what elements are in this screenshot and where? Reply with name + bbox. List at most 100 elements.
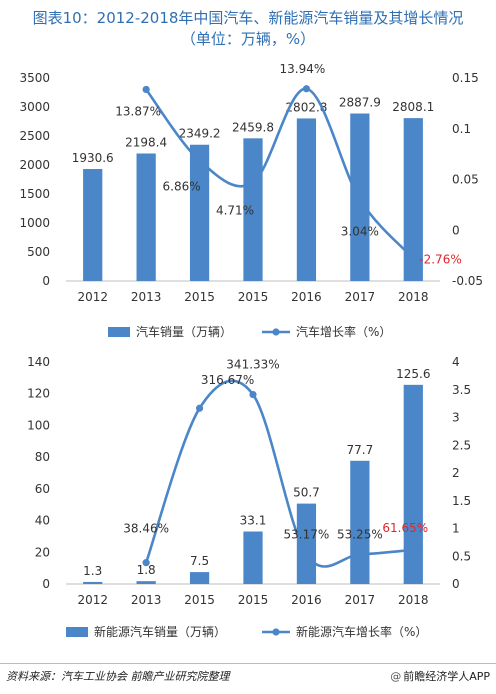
c0-y-right-tick: 0.1	[452, 122, 471, 136]
c0-y-left-tick: 1000	[19, 216, 50, 230]
c1-growth-value-label: 38.46%	[123, 522, 169, 536]
c0-y-left-tick: 2000	[19, 158, 50, 172]
c0-bar-value-label: 1930.6	[72, 151, 114, 165]
c0-x-tick-label: 2016	[291, 290, 322, 304]
c1-y-left-tick: 40	[35, 514, 50, 528]
c0-y-right-tick: 0.15	[452, 71, 479, 85]
footer-divider	[0, 663, 496, 664]
c1-bar	[189, 572, 210, 584]
c0-x-tick-label: 2015	[184, 290, 215, 304]
c0-legend-line-marker	[272, 328, 280, 336]
c0-y-right-tick: -0.05	[452, 274, 483, 288]
c1-y-right-tick: 3.5	[452, 383, 471, 397]
c0-y-left-tick: 500	[27, 245, 50, 259]
c1-growth-value-label: 53.25%	[337, 527, 383, 541]
c0-x-tick-label: 2012	[77, 290, 108, 304]
chart-title: 图表10：2012-2018年中国汽车、新能源汽车销量及其增长情况 （单位：万辆…	[0, 8, 496, 50]
c0-bar-value-label: 2459.8	[232, 120, 274, 134]
c1-bar-value-label: 77.7	[346, 443, 373, 457]
c0-growth-value-label: 13.94%	[280, 62, 326, 76]
c1-y-right-tick: 4	[452, 355, 460, 369]
c1-growth-point	[356, 550, 364, 559]
c1-growth-point	[195, 404, 204, 412]
c0-y-right-tick: 0	[452, 223, 460, 237]
c1-growth-point	[249, 390, 257, 399]
chart-title-line1: 图表10：2012-2018年中国汽车、新能源汽车销量及其增长情况	[32, 9, 464, 27]
c1-x-tick-label: 2016	[291, 593, 322, 607]
c0-growth-point	[195, 157, 204, 165]
c1-growth-value-label: 316.67%	[201, 373, 254, 387]
c1-growth-value-label: 61.65%	[382, 521, 428, 535]
c0-bar	[83, 169, 103, 281]
c1-bar	[243, 531, 263, 584]
c1-bar-value-label: 50.7	[293, 486, 320, 500]
c0-growth-point	[142, 85, 150, 94]
c1-growth-point	[302, 550, 311, 559]
c1-bar	[83, 581, 103, 584]
c1-y-left-tick: 120	[27, 387, 50, 401]
c1-x-tick-label: 2015	[184, 593, 215, 607]
c0-bar	[189, 144, 210, 281]
c0-bar	[403, 118, 423, 281]
c1-growth-point	[142, 559, 150, 567]
c0-bar-value-label: 2802.8	[285, 100, 327, 114]
c0-bar-value-label: 2808.1	[392, 100, 434, 114]
c1-x-tick-label: 2013	[131, 593, 162, 607]
chart-title-line2: （单位：万辆，%）	[180, 30, 316, 48]
c1-legend-bar-swatch	[66, 627, 88, 637]
c0-legend-bar-swatch	[108, 327, 130, 337]
c1-y-right-tick: 0	[452, 577, 460, 591]
c1-y-right-tick: 1.5	[452, 494, 471, 508]
c1-bar	[136, 581, 156, 584]
c1-y-left-tick: 20	[35, 545, 50, 559]
c0-y-left-tick: 2500	[19, 129, 50, 143]
c1-legend-bar-label: 新能源汽车销量（万辆）	[94, 624, 226, 639]
c1-bar	[403, 384, 423, 584]
c0-bar-value-label: 2349.2	[179, 127, 221, 141]
c1-x-tick-label: 2018	[398, 593, 429, 607]
c1-y-right-tick: 2	[452, 466, 460, 480]
c1-bar-value-label: 33.1	[240, 514, 267, 528]
c0-bar	[243, 138, 263, 281]
c1-legend-line-marker	[272, 628, 280, 636]
c0-legend-line-label: 汽车增长率（%）	[296, 324, 391, 339]
c1-y-left-tick: 100	[27, 418, 50, 432]
c0-growth-value-label: 4.71%	[216, 203, 254, 217]
c1-bar-value-label: 1.3	[83, 564, 102, 578]
brand-name: 前瞻经济学人APP	[403, 670, 490, 683]
c1-bar	[350, 460, 370, 584]
nev-sales-chart: 0 20 40 60 80 100 120 140 0 0.5 1 1.5 2 2.5 3 3.5 4 1.3 20…	[27, 355, 471, 639]
c0-x-tick-label: 2013	[131, 290, 162, 304]
at-icon: @	[390, 670, 402, 683]
c1-bar-value-label: 7.5	[190, 554, 209, 568]
c0-y-left-tick: 1500	[19, 187, 50, 201]
c0-growth-point	[409, 254, 417, 262]
c0-x-tick-label: 2018	[398, 290, 429, 304]
c0-y-left-tick: 3500	[19, 71, 50, 85]
c1-y-right-tick: 3	[452, 411, 460, 425]
c0-bar	[296, 118, 317, 282]
c1-growth-point	[409, 546, 417, 554]
c0-bar	[136, 153, 156, 281]
c1-y-left-tick: 80	[35, 450, 50, 464]
c1-growth-value-label: 341.33%	[226, 358, 279, 372]
c0-growth-point	[356, 195, 364, 203]
c0-growth-value-label: -2.76%	[419, 252, 461, 266]
c1-y-right-tick: 2.5	[452, 438, 471, 452]
c1-y-left-tick: 60	[35, 482, 50, 496]
c0-growth-point	[249, 178, 257, 187]
c0-growth-value-label: 13.87%	[115, 104, 161, 118]
c0-y-left-tick: 0	[42, 274, 50, 288]
c1-growth-value-label: 53.17%	[284, 527, 330, 541]
c1-y-right-tick: 1	[452, 522, 460, 536]
c0-legend-bar-label: 汽车销量（万辆）	[136, 324, 232, 339]
c0-y-right-tick: 0.05	[452, 173, 479, 187]
brand-credit: @ 前瞻经济学人APP	[390, 668, 490, 684]
c0-growth-value-label: 6.86%	[163, 180, 201, 194]
c1-bar	[296, 503, 317, 584]
c1-y-left-tick: 140	[27, 355, 50, 369]
source-note: 资料来源：汽车工业协会 前瞻产业研究院整理	[6, 670, 230, 683]
c1-x-tick-label: 2015	[238, 593, 269, 607]
c1-legend-line-label: 新能源汽车增长率（%）	[296, 624, 427, 639]
c0-x-tick-label: 2017	[345, 290, 376, 304]
